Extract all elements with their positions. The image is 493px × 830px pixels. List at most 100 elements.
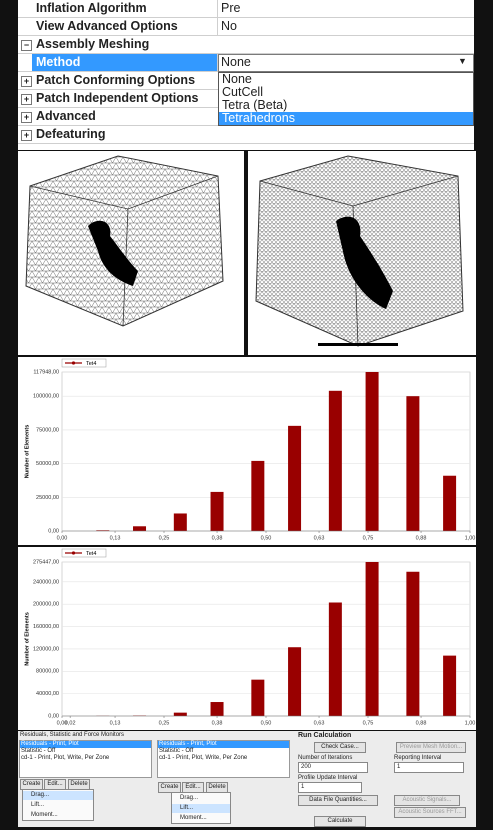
y-tick-label: 200000,00 xyxy=(33,602,59,608)
button[interactable]: Acoustic Signals... xyxy=(394,795,460,806)
property-row[interactable]: −Assembly Meshing xyxy=(18,36,474,54)
bar xyxy=(174,713,187,716)
histogram-chart: 0,0040000,0080000,00120000,00160000,0020… xyxy=(18,547,476,730)
bar xyxy=(133,526,146,531)
legend-label: Tet4 xyxy=(86,361,96,367)
monitor-panel: Residuals, Statistic and Force Monitors R… xyxy=(18,731,153,827)
y-axis-label: Number of Elements xyxy=(24,425,30,478)
field-label: Reporting Interval xyxy=(394,755,441,761)
property-row[interactable]: View Advanced Options No xyxy=(18,18,474,36)
x-tick-label: 0,02 xyxy=(65,720,76,726)
input[interactable]: 200 xyxy=(298,762,368,773)
x-tick-label: 0,63 xyxy=(314,720,325,726)
property-row[interactable]: + Defeaturing xyxy=(18,126,474,144)
x-tick-label: 0,13 xyxy=(110,535,121,541)
expander[interactable]: + xyxy=(21,112,32,123)
group-label: Defeaturing xyxy=(36,127,105,141)
property-row[interactable]: Inflation Algorithm Pre xyxy=(18,0,474,18)
bar xyxy=(329,391,342,531)
popup-menu: Drag...Lift...Moment... xyxy=(22,789,94,821)
bar xyxy=(288,426,301,531)
x-tick-label: 0,63 xyxy=(314,535,325,541)
x-tick-label: 0,75 xyxy=(363,720,374,726)
bar xyxy=(329,603,342,716)
y-tick-label: 75000,00 xyxy=(36,427,59,433)
x-tick-label: 0,75 xyxy=(363,535,374,541)
menu-item[interactable]: Moment... xyxy=(23,811,93,820)
x-tick-label: 0,88 xyxy=(416,535,427,541)
expander[interactable]: + xyxy=(21,130,32,141)
property-grid: Inflation Algorithm Pre View Advanced Opti… xyxy=(18,0,474,150)
y-tick-label: 25000,00 xyxy=(36,495,59,501)
dropdown-arrow[interactable]: ▼ xyxy=(458,56,467,66)
menu-item[interactable]: Drag... xyxy=(23,791,93,800)
bar xyxy=(406,396,419,531)
y-tick-label: 117948,00 xyxy=(33,369,59,375)
menu-item[interactable]: Lift... xyxy=(23,801,93,810)
button[interactable]: Check Case... xyxy=(314,742,366,753)
x-tick-label: 0,25 xyxy=(159,535,170,541)
x-tick-label: 0,00 xyxy=(57,535,68,541)
panel-title: Residuals, Statistic and Force Monitors xyxy=(20,732,124,738)
expander[interactable]: − xyxy=(21,40,32,51)
property-value: No xyxy=(221,19,237,33)
field-label: Profile Update Interval xyxy=(298,775,357,781)
property-label: Inflation Algorithm xyxy=(36,1,147,15)
run-panel: Run CalculationCheck Case...Preview Mesh… xyxy=(294,731,476,827)
x-tick-label: 0,38 xyxy=(212,720,223,726)
property-label: View Advanced Options xyxy=(36,19,178,33)
monitor-item[interactable]: cd-1 - Print, Plot, Write, Per Zone xyxy=(20,755,151,762)
expander[interactable]: + xyxy=(21,94,32,105)
bar xyxy=(251,680,264,716)
x-tick-label: 0,13 xyxy=(110,720,121,726)
x-tick-label: 0,50 xyxy=(261,720,272,726)
property-value: Pre xyxy=(221,1,240,15)
button[interactable]: Calculate xyxy=(314,816,366,827)
screenshot: Inflation Algorithm Pre View Advanced Opti… xyxy=(0,0,493,830)
fluent-panels: Residuals, Statistic and Force Monitors R… xyxy=(18,731,476,827)
bar xyxy=(406,572,419,716)
monitor-item[interactable]: cd-1 - Print, Plot, Write, Per Zone xyxy=(158,755,289,762)
mesh-views xyxy=(18,151,476,355)
dropdown-field[interactable] xyxy=(218,54,474,72)
x-tick-label: 0,25 xyxy=(159,720,170,726)
monitor-item[interactable]: Statistic - Off xyxy=(20,748,151,755)
button[interactable]: Data File Quantities... xyxy=(298,795,378,806)
bar xyxy=(211,492,224,531)
bar xyxy=(366,372,379,531)
sep xyxy=(217,0,218,18)
monitor-item[interactable]: Residuals - Print, Plot xyxy=(158,741,289,748)
menu-item[interactable]: Drag... xyxy=(172,794,230,803)
button[interactable]: Preview Mesh Motion... xyxy=(396,742,466,753)
input[interactable]: 1 xyxy=(394,762,464,773)
y-tick-label: 80000,00 xyxy=(36,669,59,675)
button[interactable]: Acoustic Sources FFT... xyxy=(394,807,466,818)
monitor-item[interactable]: Residuals - Print, Plot xyxy=(20,741,151,748)
group-label: Advanced xyxy=(36,109,96,123)
group-label: Patch Independent Options xyxy=(36,91,199,105)
monitor-item[interactable]: Statistic - Off xyxy=(158,748,289,755)
y-tick-label: 50000,00 xyxy=(36,461,59,467)
expander[interactable]: + xyxy=(21,76,32,87)
menu-item[interactable]: Lift... xyxy=(172,804,230,813)
dropdown-option[interactable]: Tetrahedrons xyxy=(219,112,473,125)
menu-item[interactable]: Moment... xyxy=(172,814,230,823)
y-tick-label: 0,00 xyxy=(48,528,59,534)
bar xyxy=(366,562,379,716)
bar xyxy=(443,656,456,716)
y-tick-label: 240000,00 xyxy=(33,579,59,585)
monitor-panel: Residuals - Print, PlotStatistic - Offcd… xyxy=(156,731,291,827)
input[interactable]: 1 xyxy=(298,782,362,793)
legend-marker xyxy=(72,361,75,364)
bar xyxy=(211,702,224,716)
histogram-chart: 0,00 25000,00 50000,00 75000,00 100000,00 117… xyxy=(18,357,476,545)
y-tick-label: 100000,00 xyxy=(33,394,59,400)
y-axis-label: Number of Elements xyxy=(24,612,30,665)
field-label: Number of Iterations xyxy=(298,755,352,761)
group-label: Patch Conforming Options xyxy=(36,73,195,87)
y-tick-label: 0,00 xyxy=(48,713,59,719)
bar xyxy=(288,647,301,716)
x-tick-label: 0,38 xyxy=(212,535,223,541)
